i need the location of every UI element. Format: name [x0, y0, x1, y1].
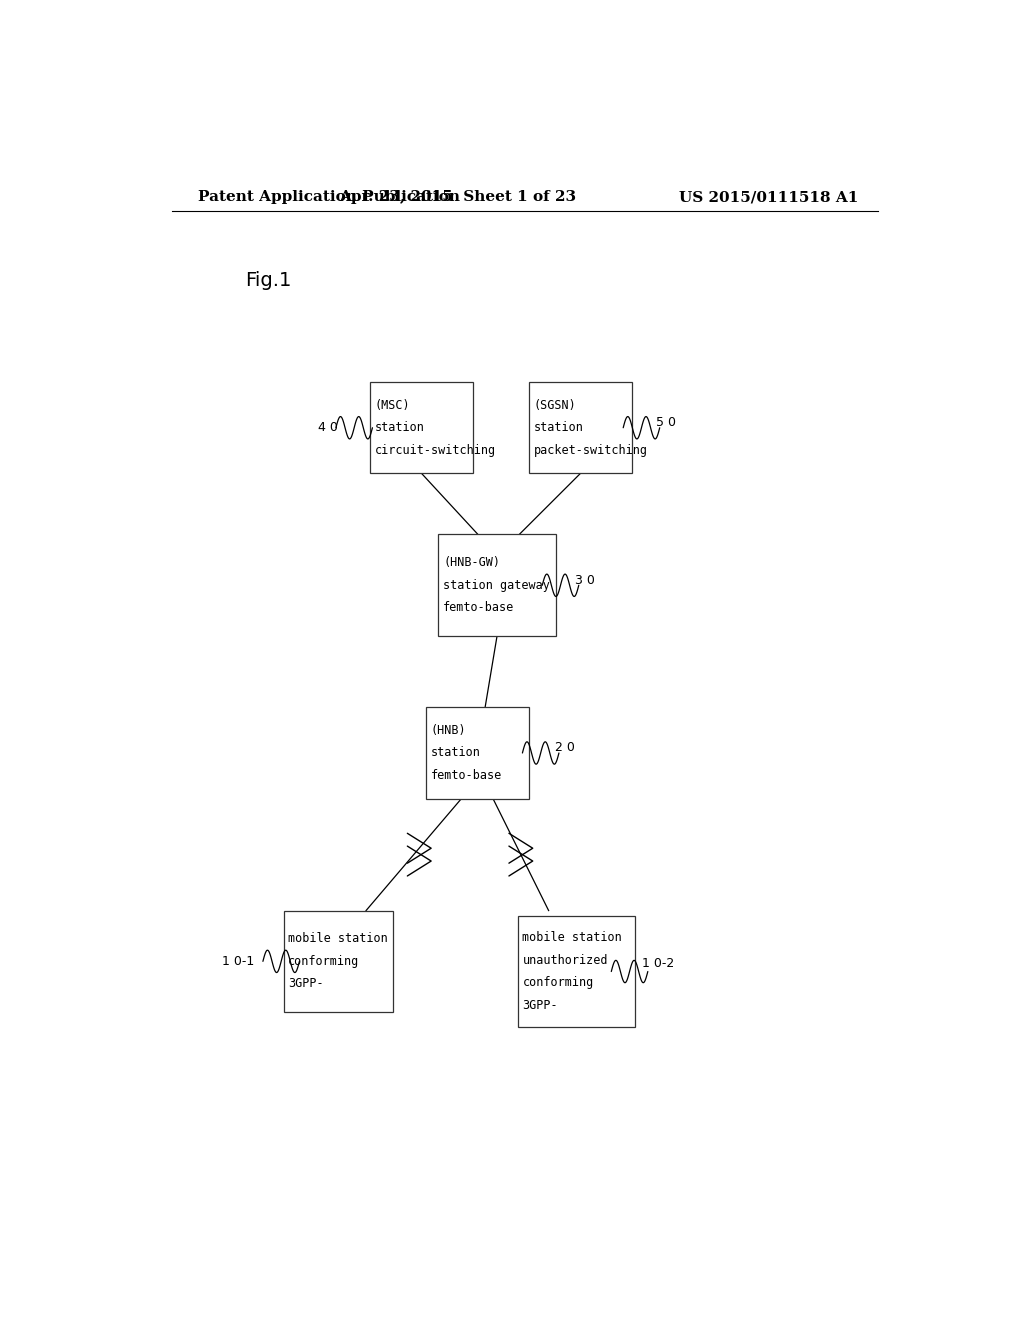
Text: circuit-switching: circuit-switching	[375, 444, 496, 457]
Text: conforming: conforming	[289, 954, 359, 968]
Text: 3 0: 3 0	[574, 574, 595, 586]
Text: conforming: conforming	[522, 977, 594, 989]
Text: 3GPP-: 3GPP-	[522, 998, 558, 1011]
Bar	[370, 381, 473, 474]
Text: station: station	[375, 421, 425, 434]
Text: (SGSN): (SGSN)	[534, 399, 577, 412]
Text: station gateway: station gateway	[443, 578, 550, 591]
Bar	[426, 708, 528, 799]
Bar	[518, 916, 635, 1027]
Text: 5 0: 5 0	[655, 416, 676, 429]
Text: (HNB): (HNB)	[430, 725, 466, 737]
Text: Patent Application Publication: Patent Application Publication	[198, 190, 460, 205]
Bar	[438, 535, 556, 636]
Text: Fig.1: Fig.1	[246, 271, 292, 290]
Text: mobile station: mobile station	[522, 932, 623, 945]
Text: mobile station: mobile station	[289, 932, 388, 945]
Text: Apr. 23, 2015  Sheet 1 of 23: Apr. 23, 2015 Sheet 1 of 23	[339, 190, 575, 205]
Text: 4 0: 4 0	[318, 421, 338, 434]
Text: 1 0-1: 1 0-1	[221, 954, 254, 968]
Text: packet-switching: packet-switching	[534, 444, 647, 457]
Text: femto-base: femto-base	[430, 768, 502, 781]
Text: station: station	[534, 421, 584, 434]
Bar	[284, 911, 393, 1012]
Text: 1 0-2: 1 0-2	[642, 957, 675, 970]
Text: unauthorized: unauthorized	[522, 954, 608, 966]
Text: femto-base: femto-base	[443, 601, 514, 614]
Text: station: station	[430, 747, 480, 759]
Text: (HNB-GW): (HNB-GW)	[443, 557, 500, 569]
Bar	[528, 381, 632, 474]
Text: 3GPP-: 3GPP-	[289, 977, 324, 990]
Text: US 2015/0111518 A1: US 2015/0111518 A1	[679, 190, 858, 205]
Text: (MSC): (MSC)	[375, 399, 411, 412]
Text: 2 0: 2 0	[555, 742, 574, 755]
